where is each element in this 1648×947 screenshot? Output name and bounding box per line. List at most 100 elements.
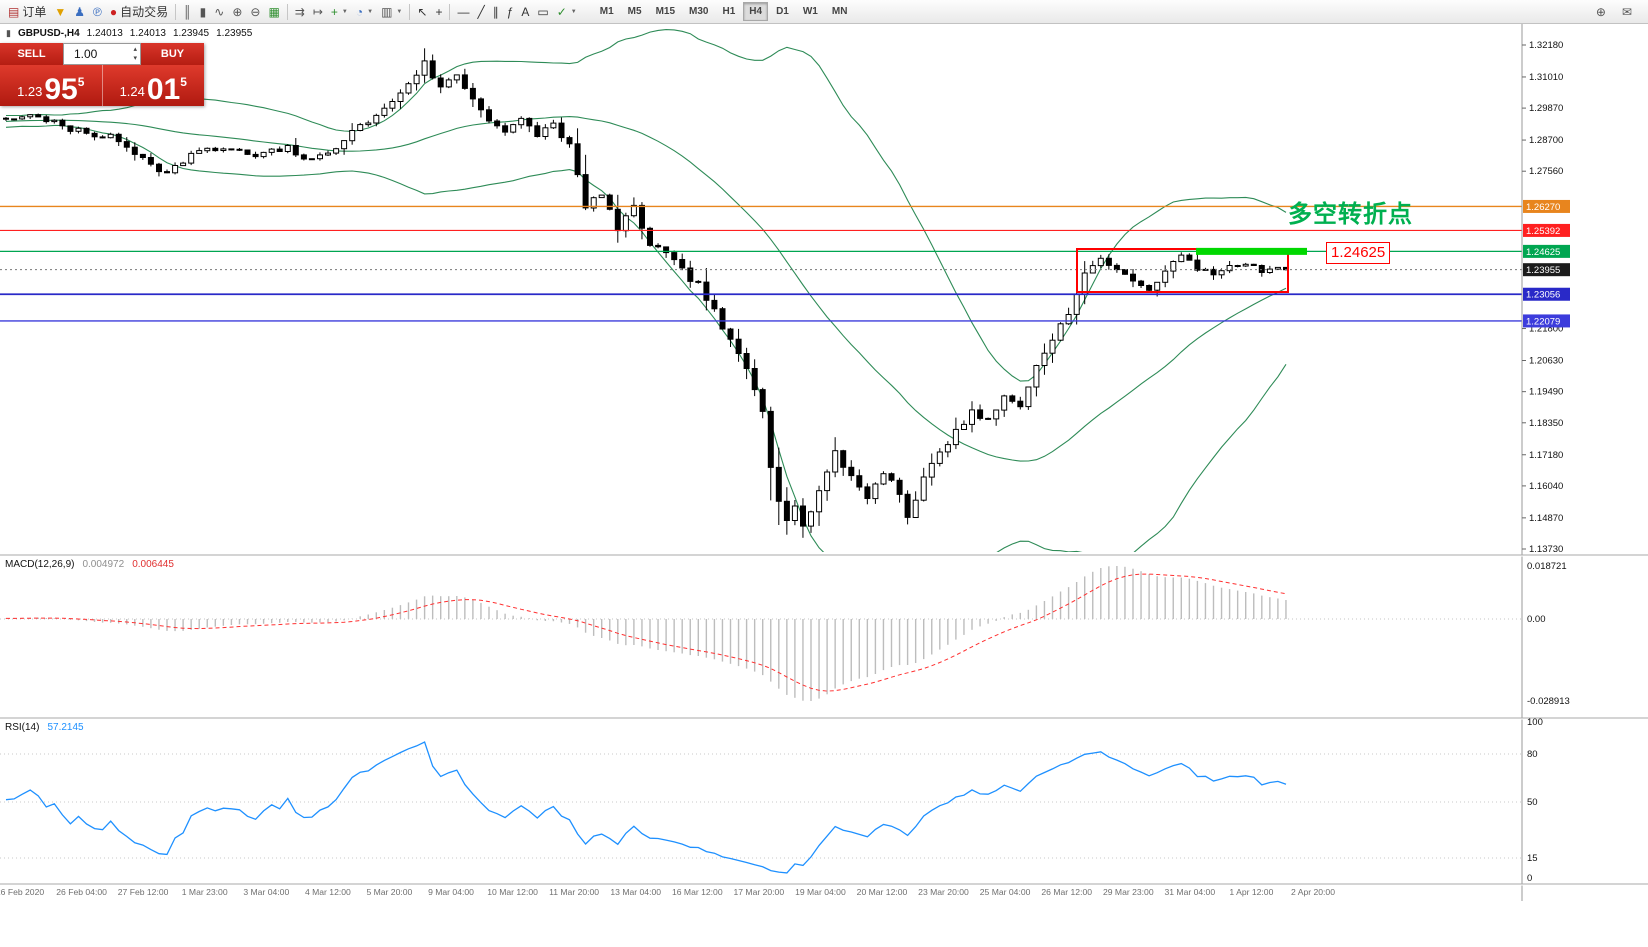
autotrading-button[interactable]: ● 自动交易 (106, 1, 172, 22)
time-axis-label[interactable]: 13 Mar 04:00 (610, 887, 661, 897)
timeframe-m5[interactable]: M5 (627, 6, 642, 17)
volume-decrease-arrow[interactable]: ▾ (133, 55, 137, 62)
candle-body (107, 133, 114, 139)
channel-tool-button[interactable]: ∥ (489, 4, 503, 20)
dropdown-arrow-icon[interactable]: ▼ (341, 8, 348, 15)
charts-grid-button[interactable]: ▼ (50, 4, 70, 20)
time-axis-label[interactable]: 19 Mar 04:00 (795, 887, 846, 897)
line-chart-button[interactable]: ∿ (210, 4, 228, 20)
buy-button[interactable]: BUY (141, 43, 204, 65)
price-badge (1523, 263, 1570, 277)
time-axis-label[interactable]: 10 Mar 12:00 (487, 887, 538, 897)
templates-button[interactable]: ▥ ▼ (377, 4, 406, 20)
time-axis-label[interactable]: 27 Feb 12:00 (118, 887, 169, 897)
candle-body (614, 208, 621, 232)
candle-body (1242, 263, 1249, 267)
dropdown-arrow-icon[interactable]: ▼ (570, 8, 577, 15)
profile-button[interactable]: ♟ (70, 4, 89, 20)
timeframe-m15[interactable]: M15 (655, 6, 676, 17)
timeframe-switcher: M1 M5 M15 M30 H1 H4 D1 W1 MN (593, 2, 855, 21)
one-click-trading-panel: SELL 1.00 ▴ ▾ BUY 1.23 95 5 1.24 01 5 (0, 43, 204, 106)
trendline-tool-button[interactable]: ╱ (473, 4, 488, 20)
crosshair-button[interactable]: + (431, 4, 446, 20)
time-axis-label[interactable]: 1 Mar 23:00 (182, 887, 228, 897)
timeframe-mn[interactable]: MN (831, 6, 848, 17)
timeframe-m30[interactable]: M30 (689, 6, 709, 17)
new-order-button[interactable]: ▤ 订单 (4, 1, 50, 22)
chat-button[interactable]: ✉ (1618, 3, 1636, 21)
text-tool-button[interactable]: A (517, 4, 533, 20)
toolbar-right-icons: ⊕ ✉ (1592, 3, 1644, 21)
price-level-callout[interactable]: 1.24625 (1326, 242, 1391, 264)
tile-windows-icon: ▦ (268, 4, 280, 19)
auto-scroll-button[interactable]: ⇉ (291, 4, 309, 20)
candle-body (630, 204, 637, 217)
mql-community-button[interactable]: ℗ (89, 4, 106, 20)
price-scale[interactable]: 1.32180 1.31010 1.29870 1.28700 1.27560 1.218… (1522, 40, 1570, 555)
resistance-highlight-segment[interactable] (1196, 247, 1307, 255)
candle-body (413, 74, 420, 85)
timeframe-w1[interactable]: W1 (802, 6, 818, 17)
time-axis-label[interactable]: 2 Apr 20:00 (1291, 887, 1335, 897)
time-axis-label[interactable]: 29 Mar 23:00 (1103, 887, 1154, 897)
time-axis-label[interactable]: 31 Mar 04:00 (1164, 887, 1215, 897)
search-tool-button[interactable]: ⊕ (1592, 3, 1610, 21)
timeframe-h4[interactable]: H4 (743, 2, 769, 21)
volume-field[interactable]: 1.00 ▴ ▾ (63, 43, 141, 65)
buy-price-display[interactable]: 1.24 01 5 (103, 65, 205, 106)
price-badge-label: 1.23955 (1526, 265, 1560, 276)
turning-point-annotation[interactable]: 多空转折点 (1288, 201, 1413, 228)
dropdown-arrow-icon[interactable]: ▼ (367, 8, 374, 15)
time-axis-label[interactable]: 11 Mar 20:00 (549, 887, 599, 897)
chat-icon: ✉ (1621, 4, 1632, 19)
timeframe-d1[interactable]: D1 (776, 6, 789, 17)
consolidation-box[interactable] (1076, 248, 1289, 293)
tile-windows-button[interactable]: ▦ (264, 4, 283, 20)
time-axis-label[interactable]: 26 Mar 12:00 (1041, 887, 1092, 897)
sell-button[interactable]: SELL (0, 43, 63, 65)
candlesticks[interactable] (3, 48, 1289, 538)
zoom-out-button[interactable]: ⊖ (246, 4, 264, 20)
timeframe-m1[interactable]: M1 (599, 6, 614, 17)
bar-chart-button[interactable]: ║ (179, 4, 196, 20)
time-axis-label[interactable]: 20 Mar 12:00 (857, 887, 908, 897)
price-scale-label: 1.28700 (1529, 135, 1563, 146)
cursor-button[interactable]: ↖ (413, 4, 431, 20)
time-axis-label[interactable]: 9 Mar 04:00 (428, 887, 474, 897)
candle-body (437, 77, 444, 88)
chart-icon: ▮ (6, 28, 11, 38)
chart-shift-button[interactable]: ↦ (309, 4, 327, 20)
periods-button[interactable]: ◔ ▼ (352, 4, 377, 20)
candle-body (1274, 266, 1281, 270)
candle-body (469, 87, 476, 100)
label-tool-button[interactable]: ▭ (533, 4, 552, 20)
arrows-tool-button[interactable]: ✓ ▼ (553, 4, 581, 20)
timeframe-h1[interactable]: H1 (722, 6, 736, 17)
time-axis-label[interactable]: 16 Mar 12:00 (672, 887, 723, 897)
time-axis-label[interactable]: 3 Mar 04:00 (243, 887, 289, 897)
candle-body (357, 124, 364, 131)
price-scale-label: 1.32180 (1529, 40, 1563, 51)
candlestick-chart-button[interactable]: ▮ (196, 4, 211, 20)
volume-increase-arrow[interactable]: ▴ (133, 46, 137, 53)
time-axis-label[interactable]: 26 Feb 2020 (0, 887, 44, 897)
candle-body (212, 147, 219, 152)
toolbar-separator (286, 3, 288, 20)
fibonacci-tool-button[interactable]: ƒ (503, 4, 518, 20)
time-axis-label[interactable]: 5 Mar 20:00 (366, 887, 412, 897)
add-indicator-button[interactable]: + ▼ (327, 4, 352, 20)
ohlc-close: 1.23955 (216, 28, 253, 39)
sell-price-display[interactable]: 1.23 95 5 (0, 65, 103, 106)
time-axis-label[interactable]: 17 Mar 20:00 (733, 887, 784, 897)
hline-tool-button[interactable]: — (453, 4, 473, 20)
time-axis-label[interactable]: 23 Mar 20:00 (918, 887, 969, 897)
time-axis-label[interactable]: 1 Apr 12:00 (1229, 887, 1273, 897)
zoom-in-button[interactable]: ⊕ (228, 4, 246, 20)
dropdown-arrow-icon[interactable]: ▼ (396, 8, 403, 15)
trade-panel-controls: SELL 1.00 ▴ ▾ BUY (0, 43, 204, 65)
time-axis-label[interactable]: 25 Mar 04:00 (980, 887, 1031, 897)
time-axis-label[interactable]: 26 Feb 04:00 (56, 887, 107, 897)
time-axis-label[interactable]: 4 Mar 12:00 (305, 887, 351, 897)
candle-body (11, 118, 18, 121)
